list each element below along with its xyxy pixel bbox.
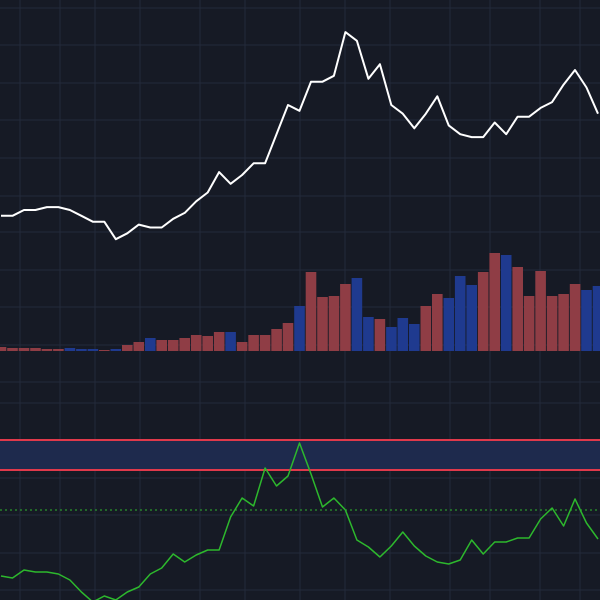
volume-bar (512, 267, 523, 351)
volume-bar (397, 318, 409, 351)
volume-bar (190, 335, 202, 351)
volume-bar (558, 294, 569, 351)
volume-bar (7, 348, 18, 351)
volume-bar (500, 255, 512, 351)
volume-bar (259, 335, 271, 351)
volume-bar (0, 347, 7, 351)
volume-bar (363, 317, 374, 351)
volume-bar (99, 350, 110, 351)
volume-bar (202, 336, 213, 351)
volume-bar (248, 335, 259, 351)
volume-bar (466, 285, 477, 351)
volume-bar (213, 332, 225, 351)
price-line (1, 31, 599, 241)
volume-bar (340, 284, 351, 351)
volume-pane (0, 253, 600, 351)
volume-bar (546, 296, 558, 351)
volume-bar (282, 323, 294, 351)
volume-bar (76, 349, 87, 351)
volume-bar (18, 348, 30, 351)
volume-bar (477, 272, 489, 351)
volume-bar (179, 338, 190, 351)
volume-bar (145, 338, 156, 351)
volume-bar (443, 298, 455, 351)
volume-bar (53, 349, 64, 351)
volume-bar (30, 348, 41, 351)
volume-bar (523, 296, 535, 351)
volume-bar (156, 340, 167, 351)
volume-bar (236, 342, 248, 351)
volume-bar (351, 278, 363, 351)
volume-bar (87, 349, 99, 351)
oscillator-line (0, 442, 599, 600)
price-pane (1, 31, 599, 241)
volume-bar (569, 284, 581, 351)
volume-bar (420, 306, 432, 351)
volume-bar (305, 272, 317, 351)
volume-bar (110, 349, 122, 351)
volume-bar (328, 296, 340, 351)
volume-bar (409, 324, 420, 351)
volume-bar (592, 286, 600, 351)
volume-bar (271, 329, 282, 351)
volume-bar (294, 306, 305, 351)
volume-bar (122, 345, 133, 351)
volume-bar (581, 290, 592, 351)
volume-bar (225, 332, 236, 351)
volume-bar (535, 271, 546, 351)
volume-bar (133, 342, 145, 351)
volume-bar (432, 294, 443, 351)
volume-bar (317, 297, 328, 351)
volume-bar (41, 349, 53, 351)
volume-bar (167, 340, 179, 351)
volume-bar (454, 276, 466, 351)
volume-bar (386, 327, 397, 351)
volume-bar (64, 348, 76, 351)
volume-bar (374, 319, 386, 351)
oscillator-pane (0, 439, 600, 600)
volume-bar (489, 253, 500, 351)
